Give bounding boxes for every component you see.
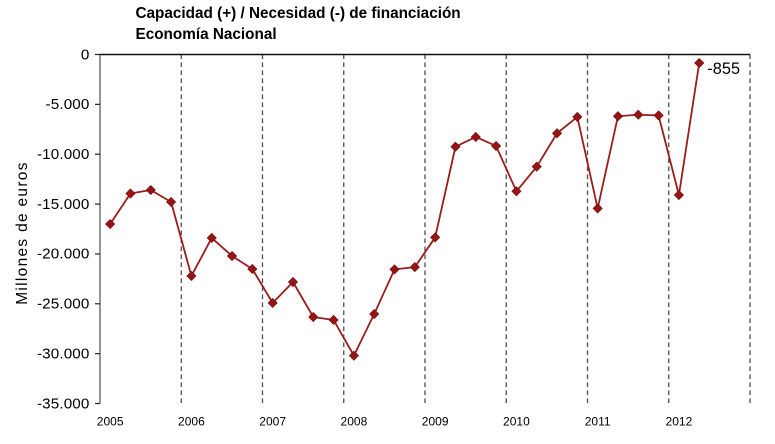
svg-text:-15.000: -15.000	[37, 196, 90, 213]
svg-text:2006: 2006	[178, 415, 205, 429]
svg-text:2005: 2005	[97, 415, 124, 429]
svg-text:2008: 2008	[341, 415, 368, 429]
svg-text:-855: -855	[707, 60, 740, 78]
svg-text:-20.000: -20.000	[37, 246, 90, 263]
svg-text:-5.000: -5.000	[46, 96, 90, 113]
svg-text:0: 0	[81, 46, 90, 63]
svg-text:2010: 2010	[503, 415, 530, 429]
svg-text:-30.000: -30.000	[37, 345, 90, 362]
svg-text:2009: 2009	[422, 415, 449, 429]
svg-text:2012: 2012	[666, 415, 693, 429]
svg-text:Millones de euros: Millones de euros	[14, 161, 31, 305]
svg-text:-25.000: -25.000	[37, 296, 90, 313]
svg-text:-35.000: -35.000	[37, 395, 90, 412]
svg-text:-10.000: -10.000	[37, 146, 90, 163]
svg-text:2007: 2007	[259, 415, 286, 429]
svg-text:2011: 2011	[585, 415, 611, 429]
